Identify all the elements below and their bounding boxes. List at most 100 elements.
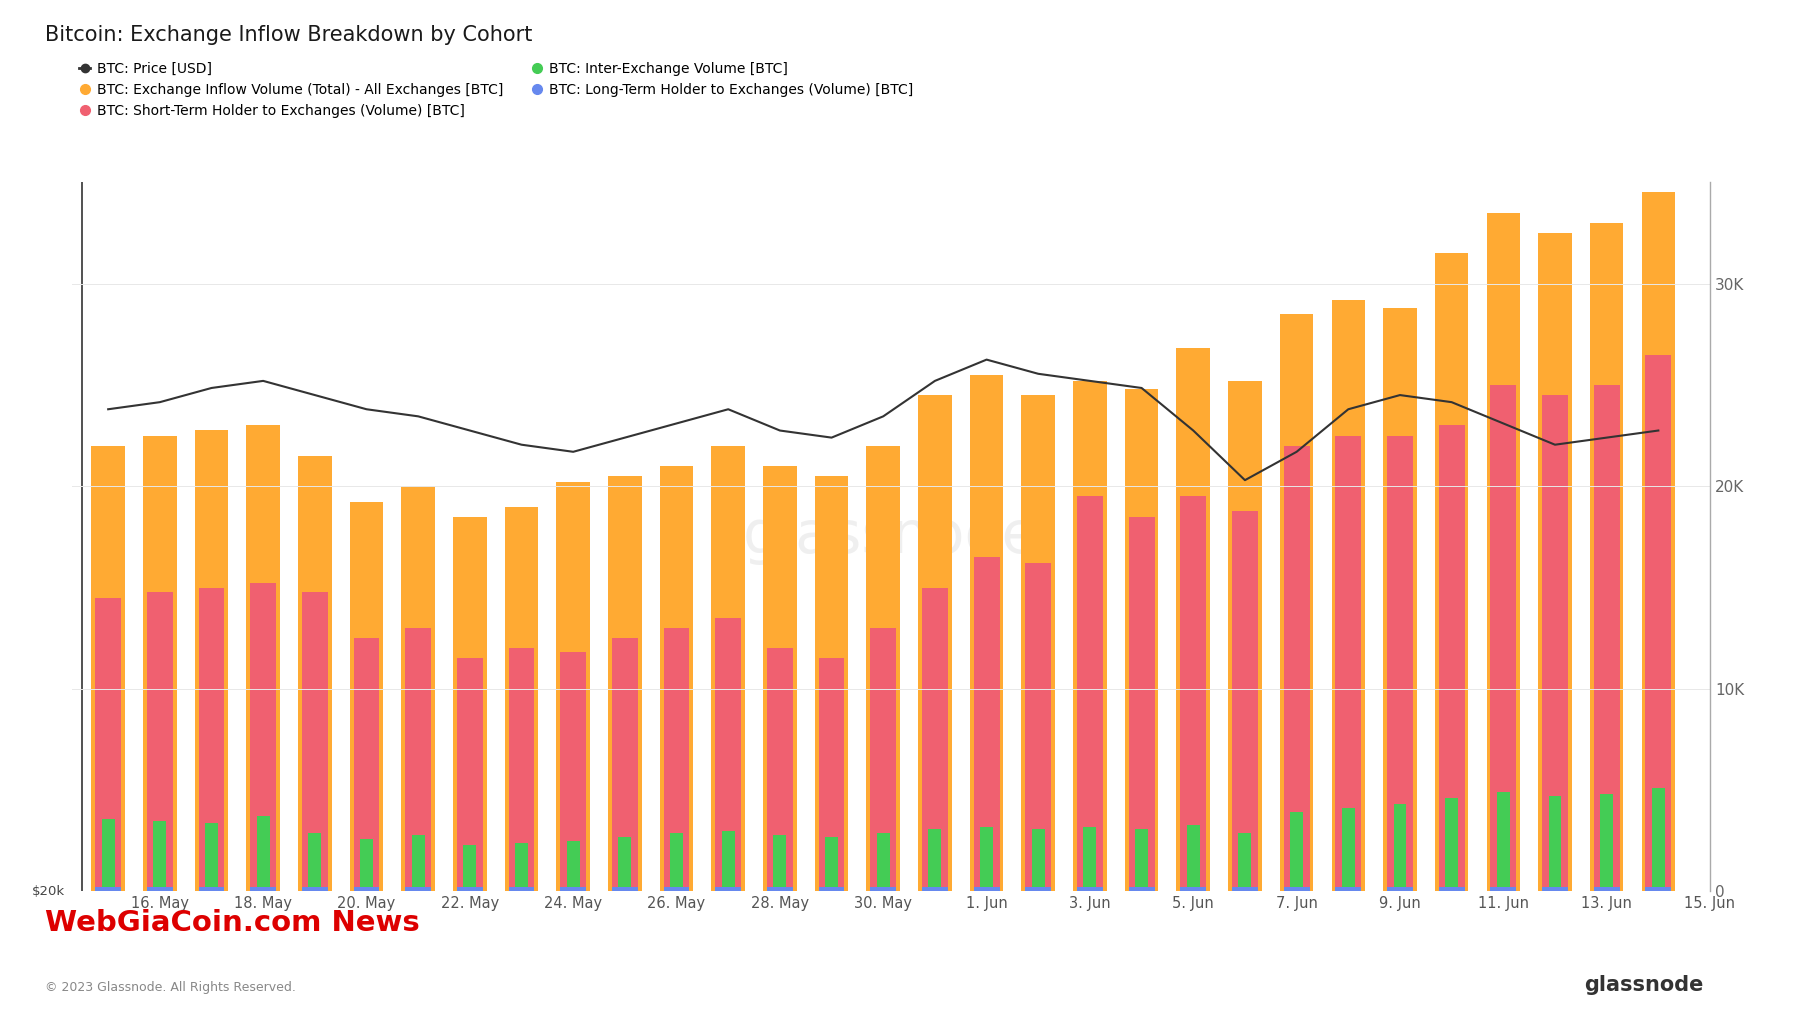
Bar — [95, 598, 121, 891]
Bar — [257, 816, 270, 891]
Bar — [1393, 804, 1406, 891]
Bar — [1181, 887, 1206, 891]
Bar — [360, 839, 373, 891]
Bar — [1600, 794, 1613, 891]
Bar — [929, 829, 941, 891]
Bar — [974, 557, 999, 891]
Bar — [1642, 192, 1676, 891]
Bar — [715, 887, 742, 891]
Bar — [103, 819, 115, 891]
Bar — [1498, 792, 1510, 891]
Bar — [92, 446, 124, 891]
Bar — [612, 887, 637, 891]
Bar — [815, 476, 848, 891]
Legend: BTC: Price [USD], BTC: Exchange Inflow Volume (Total) - All Exchanges [BTC], BTC: BTC: Price [USD], BTC: Exchange Inflow V… — [79, 62, 913, 118]
Bar — [819, 887, 844, 891]
Bar — [1129, 887, 1154, 891]
Bar — [715, 618, 742, 891]
Bar — [405, 628, 432, 891]
Bar — [1280, 314, 1314, 891]
Bar — [1238, 833, 1251, 891]
Bar — [205, 823, 218, 891]
Bar — [1283, 446, 1310, 891]
Bar — [353, 887, 380, 891]
Bar — [247, 425, 281, 891]
Text: glassnode: glassnode — [1584, 975, 1703, 995]
Bar — [866, 446, 900, 891]
Bar — [1593, 887, 1620, 891]
Bar — [1543, 395, 1568, 891]
Bar — [148, 887, 173, 891]
Bar — [1645, 887, 1670, 891]
Bar — [567, 841, 580, 891]
Bar — [767, 648, 792, 891]
Bar — [1332, 300, 1364, 891]
Bar — [405, 887, 432, 891]
Bar — [661, 466, 693, 891]
Bar — [1073, 381, 1107, 891]
Bar — [1645, 355, 1670, 891]
Bar — [1435, 253, 1469, 891]
Bar — [670, 833, 682, 891]
Bar — [509, 887, 535, 891]
Bar — [1490, 887, 1516, 891]
Bar — [457, 658, 482, 891]
Bar — [619, 837, 632, 891]
Text: WebGiaCoin.com News: WebGiaCoin.com News — [45, 909, 419, 937]
Bar — [608, 476, 641, 891]
Bar — [1084, 827, 1096, 891]
Bar — [877, 833, 889, 891]
Bar — [711, 446, 745, 891]
Bar — [1076, 887, 1103, 891]
Bar — [974, 887, 999, 891]
Bar — [1487, 213, 1521, 891]
Bar — [454, 517, 486, 891]
Bar — [457, 887, 482, 891]
Bar — [1125, 389, 1159, 891]
Bar — [1445, 798, 1458, 891]
Bar — [1021, 395, 1055, 891]
Bar — [824, 837, 839, 891]
Bar — [922, 887, 949, 891]
Bar — [349, 502, 383, 891]
Bar — [1548, 796, 1561, 891]
Bar — [504, 506, 538, 891]
Bar — [1129, 517, 1154, 891]
Bar — [198, 588, 225, 891]
Bar — [308, 833, 322, 891]
Bar — [981, 827, 994, 891]
Bar — [1231, 511, 1258, 891]
Bar — [1336, 887, 1361, 891]
Bar — [1186, 825, 1201, 891]
Bar — [1291, 812, 1303, 891]
Bar — [763, 466, 797, 891]
Bar — [819, 658, 844, 891]
Bar — [664, 887, 689, 891]
Bar — [148, 592, 173, 891]
Bar — [1543, 887, 1568, 891]
Bar — [153, 821, 166, 891]
Bar — [1593, 385, 1620, 891]
Bar — [194, 430, 229, 891]
Bar — [722, 831, 734, 891]
Bar — [353, 638, 380, 891]
Bar — [1181, 496, 1206, 891]
Bar — [871, 628, 896, 891]
Bar — [871, 887, 896, 891]
Bar — [560, 887, 587, 891]
Text: $20k: $20k — [32, 885, 65, 898]
Bar — [250, 887, 275, 891]
Bar — [1382, 308, 1417, 891]
Bar — [918, 395, 952, 891]
Bar — [1136, 829, 1148, 891]
Bar — [1388, 436, 1413, 891]
Bar — [463, 845, 477, 891]
Bar — [1438, 425, 1465, 891]
Bar — [509, 648, 535, 891]
Bar — [412, 835, 425, 891]
Bar — [1283, 887, 1310, 891]
Bar — [198, 887, 225, 891]
Bar — [250, 583, 275, 891]
Bar — [664, 628, 689, 891]
Text: Bitcoin: Exchange Inflow Breakdown by Cohort: Bitcoin: Exchange Inflow Breakdown by Co… — [45, 25, 533, 46]
